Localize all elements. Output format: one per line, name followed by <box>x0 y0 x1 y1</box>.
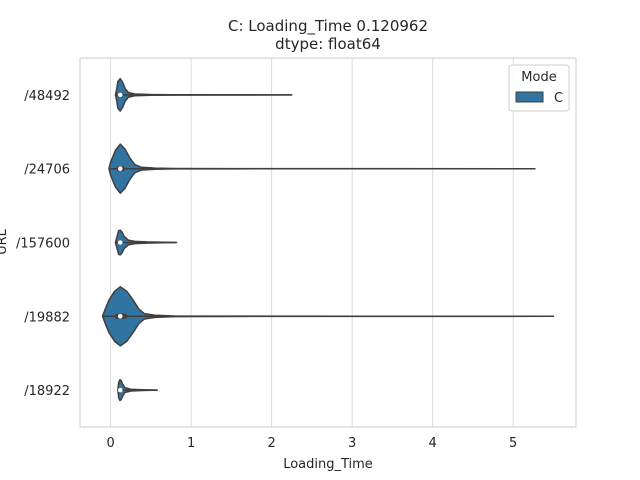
x-tick-label-5: 5 <box>509 436 517 451</box>
x-tick-labels: 0 1 2 3 4 5 <box>106 436 517 451</box>
y-tick-labels: /48492/24706/157600/19882/18922 <box>16 89 70 399</box>
gridlines <box>110 58 514 427</box>
x-tick-label-3: 3 <box>348 436 356 451</box>
y-axis-label: URL <box>0 228 10 255</box>
plot-frame <box>79 57 577 428</box>
legend-swatch <box>515 91 544 103</box>
violins <box>101 77 555 402</box>
x-tick-label-2: 2 <box>267 436 275 451</box>
x-tick-label-0: 0 <box>106 436 114 451</box>
violin-median-0 <box>117 92 123 98</box>
x-tick-label-1: 1 <box>187 436 195 451</box>
violin-median-1 <box>117 166 123 171</box>
violin-median-3 <box>117 314 123 319</box>
legend: Mode C <box>508 64 570 112</box>
legend-entry-c: C <box>554 91 563 106</box>
x-axis-label: Loading_Time <box>283 457 373 472</box>
chart-title-line2: dtype: float64 <box>275 35 381 53</box>
violin-median-2 <box>117 240 123 245</box>
y-tick-label-0: /48492 <box>24 89 70 104</box>
chart-title-line1: C: Loading_Time 0.120962 <box>228 17 428 36</box>
y-tick-label-2: /157600 <box>16 237 70 252</box>
y-tick-label-3: /19882 <box>24 310 70 325</box>
legend-title: Mode <box>521 70 556 85</box>
y-tick-label-4: /18922 <box>24 384 70 399</box>
y-tick-label-1: /24706 <box>24 163 70 178</box>
violin-median-4 <box>117 387 123 393</box>
x-tick-label-4: 4 <box>429 436 437 451</box>
